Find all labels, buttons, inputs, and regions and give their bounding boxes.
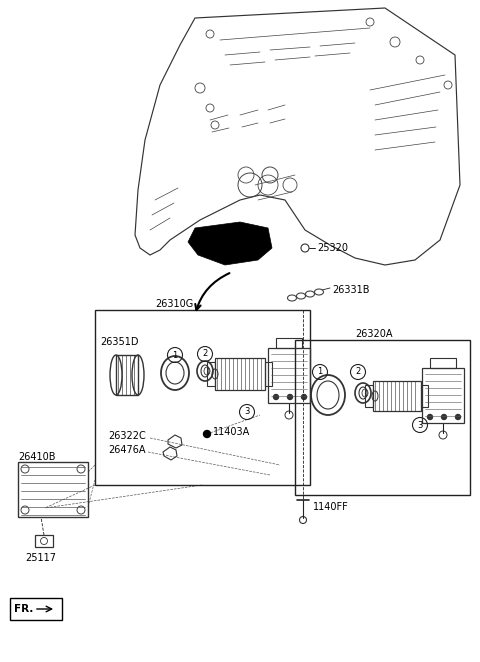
Text: 1140FF: 1140FF [313,502,349,512]
Bar [295,340,470,495]
Circle shape [301,395,307,399]
Polygon shape [188,222,272,265]
Text: 25320: 25320 [317,243,348,253]
Bar [95,310,310,485]
Bar [35,535,53,547]
Text: 25117: 25117 [25,553,56,563]
Text: 1: 1 [317,367,323,377]
Bar [10,598,62,620]
Bar [215,358,265,390]
Text: 1: 1 [172,350,178,359]
Text: FR.: FR. [14,604,34,614]
Text: 26322C: 26322C [108,431,146,441]
Text: 11403A: 11403A [213,427,250,437]
Text: 3: 3 [244,408,250,416]
Text: 26331B: 26331B [332,285,370,295]
Bar [276,338,302,348]
Bar [373,381,421,411]
Circle shape [456,414,460,420]
Bar [365,385,373,407]
Text: 26320A: 26320A [355,329,393,339]
Bar [207,362,215,386]
Bar [268,348,310,403]
Bar [421,385,428,407]
Circle shape [204,430,211,438]
Circle shape [442,414,446,420]
Text: 26410B: 26410B [18,452,56,462]
Text: 26476A: 26476A [108,445,145,455]
Bar [265,362,272,386]
Text: 3: 3 [417,420,423,430]
Text: 2: 2 [203,350,208,359]
Bar [116,355,138,395]
Bar [422,368,464,423]
Circle shape [274,395,278,399]
Bar [18,462,88,517]
Bar [430,358,456,368]
Text: 26351D: 26351D [100,337,139,347]
Text: 2: 2 [355,367,360,377]
Circle shape [288,395,292,399]
Circle shape [428,414,432,420]
Text: 26310G: 26310G [155,299,193,309]
